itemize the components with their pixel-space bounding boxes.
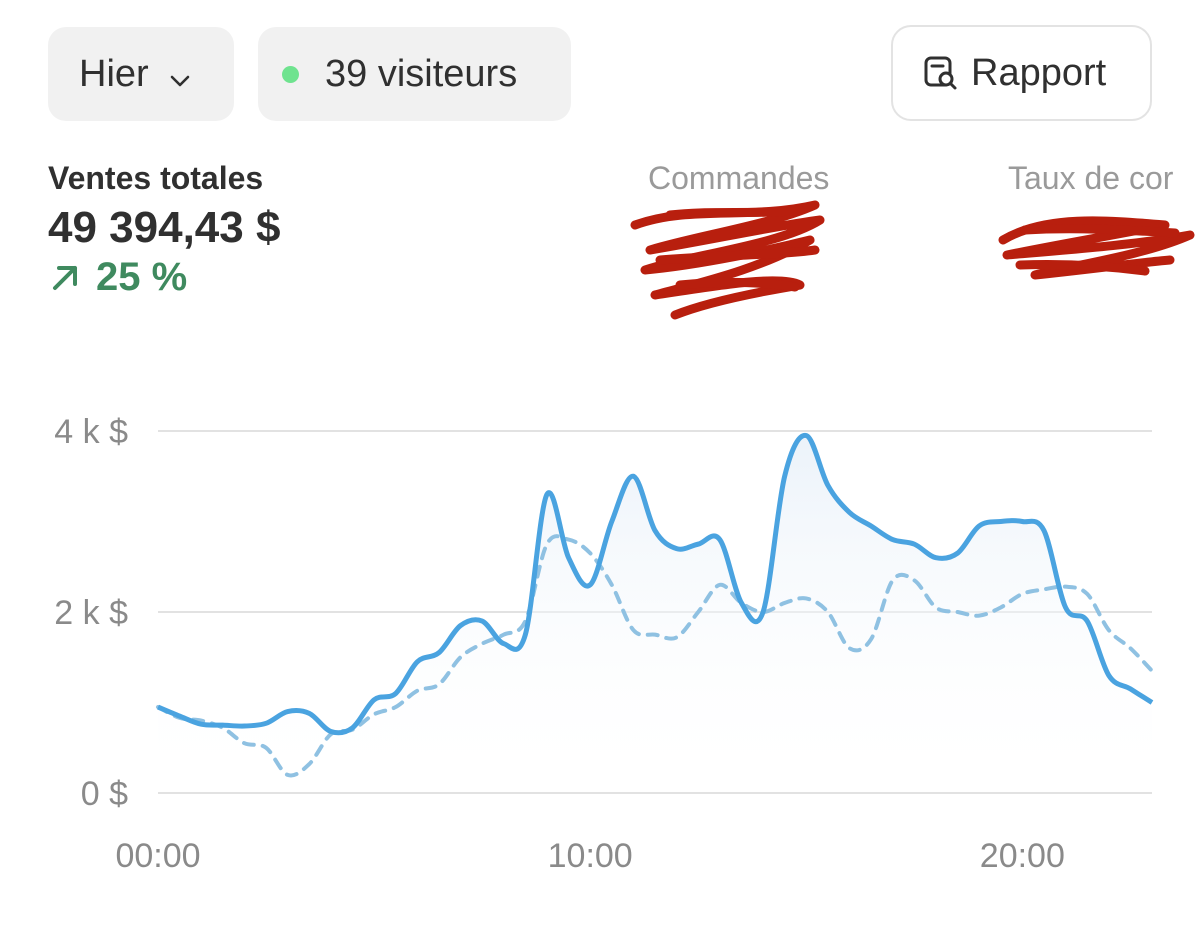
metric-label: Commandes [648,160,830,196]
series-line-comparison [156,534,1154,778]
live-dot-icon [282,65,299,83]
sales-chart: 0 $ 2 k $ 4 k $ 00:00 10:00 20:00 [0,380,1200,934]
metric-label: Taux de cor [1008,160,1174,196]
metric-label: Ventes totales [48,160,264,196]
visitors-label: 39 visiteurs [325,52,518,95]
y-tick-label: 0 $ [81,775,128,813]
chevron-down-icon [167,61,193,87]
sales-chart-canvas: 0 $ 2 k $ 4 k $ 00:00 10:00 20:00 [54,413,1154,875]
x-tick-label: 00:00 [115,837,200,875]
report-label: Rapport [971,51,1107,94]
series-line-current [157,433,1154,736]
metric-delta-value: 25 % [96,255,188,299]
series-area-current [158,435,1152,793]
y-tick-label: 4 k $ [54,413,128,451]
metric-orders[interactable]: Commandes [648,160,829,203]
period-label: Hier [79,52,149,95]
x-tick-label: 10:00 [548,837,633,875]
metric-conversion-rate[interactable]: Taux de cor [1008,160,1173,203]
y-tick-label: 2 k $ [54,594,128,632]
live-visitors-badge[interactable]: 39 visiteurs [258,27,571,121]
redaction-scribble-orders [630,200,825,320]
metric-delta: 25 % [48,255,280,300]
redaction-scribble-conversion [998,216,1195,280]
metric-value: 49 394,43 $ [48,203,281,252]
period-selector[interactable]: Hier [48,27,234,121]
arrow-up-right-icon [53,265,77,290]
x-tick-label: 20:00 [980,837,1065,875]
report-button[interactable]: Rapport [891,25,1152,121]
metric-total-sales[interactable]: Ventes totales 49 394,43 $ 25 % [48,160,280,300]
toolbar: Hier 39 visiteurs Rapport [0,0,1200,130]
report-search-icon [921,53,961,93]
